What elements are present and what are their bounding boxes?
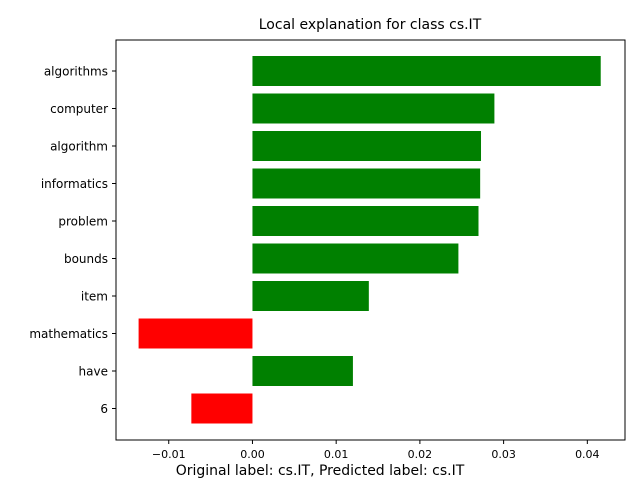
y-tick-label: mathematics: [29, 327, 108, 341]
y-tick-label: informatics: [41, 177, 108, 191]
bar-mathematics: [138, 318, 253, 349]
x-tick-label: 0.04: [575, 448, 600, 461]
x-tick-label: 0.01: [324, 448, 349, 461]
y-tick-label: algorithm: [50, 140, 108, 154]
x-tick-label: 0.00: [240, 448, 265, 461]
y-tick-label: problem: [58, 215, 108, 229]
footer-label: Original label: cs.IT, Predicted label: …: [176, 463, 465, 479]
x-tick-label: −0.01: [152, 448, 186, 461]
chart-title: Local explanation for class cs.IT: [259, 17, 482, 33]
bar-problem: [252, 206, 479, 236]
bar-algorithm: [252, 131, 482, 161]
x-tick-label: 0.03: [491, 448, 516, 461]
y-tick-label: item: [81, 290, 108, 304]
bar-computer: [252, 93, 495, 124]
y-tick-label: 6: [100, 402, 108, 416]
bars-layer: [138, 56, 601, 424]
bar-algorithms: [252, 56, 601, 86]
x-axis: −0.01 0.00 0.01 0.02 0.03 0.04: [152, 440, 600, 461]
bar-informatics: [252, 168, 481, 199]
x-tick-label: 0.02: [408, 448, 433, 461]
plot-frame: [115, 39, 626, 441]
bar-6: [191, 393, 253, 424]
y-tick-label: algorithms: [44, 65, 108, 79]
y-tick-label: have: [79, 365, 108, 379]
bar-have: [252, 356, 353, 386]
bar-bounds: [252, 243, 459, 274]
y-tick-label: bounds: [64, 252, 108, 266]
y-axis: algorithms computer algorithm informatics pr…: [29, 65, 116, 416]
bar-item: [252, 281, 369, 311]
y-tick-label: computer: [50, 102, 108, 116]
